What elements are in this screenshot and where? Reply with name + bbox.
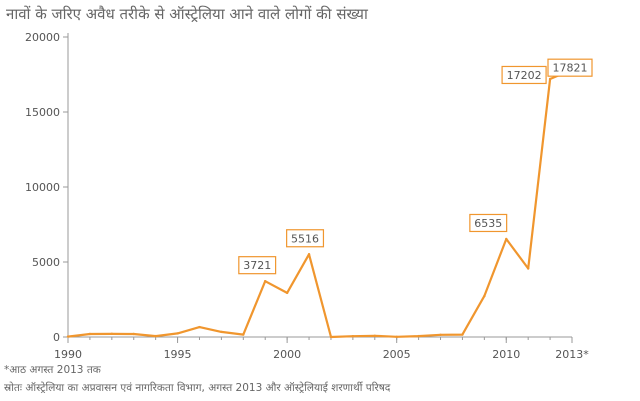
data-point bbox=[417, 334, 420, 338]
data-point bbox=[439, 333, 442, 336]
data-point bbox=[548, 77, 552, 81]
data-point bbox=[66, 335, 70, 338]
data-label-box: 3721 bbox=[238, 256, 277, 275]
data-point bbox=[110, 332, 114, 336]
data-label-box: 17202 bbox=[501, 65, 547, 85]
data-point bbox=[285, 291, 289, 295]
data-label-box: 5516 bbox=[286, 229, 325, 248]
chart-title: नावों के जरिए अवैध तरीके से ऑस्ट्रेलिया … bbox=[6, 5, 368, 23]
series-group bbox=[66, 68, 574, 339]
x-tick-label: 1990 bbox=[54, 348, 82, 361]
data-point bbox=[307, 253, 311, 256]
x-tick-label: 2005 bbox=[383, 348, 411, 361]
data-point bbox=[505, 237, 508, 241]
data-label-frame bbox=[547, 58, 593, 77]
data-point bbox=[461, 333, 464, 336]
x-tick-label: 2013* bbox=[555, 348, 589, 361]
y-tick-label: 0 bbox=[53, 331, 60, 344]
y-tick-label: 20000 bbox=[25, 31, 60, 44]
data-label-box: 6535 bbox=[469, 213, 508, 233]
data-label: 17821 bbox=[553, 62, 588, 75]
data-label: 17202 bbox=[507, 69, 542, 82]
data-point bbox=[526, 267, 530, 270]
data-point bbox=[264, 279, 267, 283]
data-label-frame bbox=[286, 229, 325, 248]
data-point bbox=[242, 333, 245, 336]
data-point bbox=[132, 332, 135, 336]
data-label: 6535 bbox=[474, 217, 502, 230]
data-point bbox=[373, 334, 376, 337]
data-label-frame bbox=[501, 65, 547, 85]
series-line bbox=[67, 68, 573, 339]
data-point bbox=[395, 335, 398, 339]
data-point bbox=[154, 334, 157, 338]
source-note: स्रोतः ऑस्ट्रेलिया का अप्रवासन एवं नागरि… bbox=[4, 382, 391, 394]
data-label-frame bbox=[469, 213, 508, 233]
data-label: 5516 bbox=[291, 232, 319, 245]
data-label-frame bbox=[238, 256, 277, 275]
x-tick-label: 2010 bbox=[492, 348, 520, 361]
x-axis-group: 1990 1995 2000 2005 2010 2013* bbox=[54, 336, 589, 361]
data-point bbox=[88, 332, 92, 336]
footnote: *आठ अगस्त 2013 तक bbox=[4, 364, 101, 376]
data-point bbox=[220, 330, 223, 334]
x-tick-label: 2000 bbox=[273, 348, 301, 361]
y-tick-label: 5000 bbox=[32, 256, 60, 269]
y-axis-group: 0 5000 10000 15000 20000 bbox=[25, 31, 69, 344]
x-tick-label: 1995 bbox=[164, 348, 192, 361]
data-point bbox=[483, 294, 486, 298]
y-tick-label: 15000 bbox=[25, 106, 60, 119]
y-tick-label: 10000 bbox=[25, 181, 60, 194]
data-point bbox=[351, 335, 355, 338]
data-point bbox=[176, 332, 179, 335]
data-point bbox=[329, 335, 333, 339]
data-label-box: 17821 bbox=[547, 58, 593, 77]
data-point bbox=[198, 325, 201, 329]
annotation-group: 3721 5516 6535 17202 17821 bbox=[238, 58, 593, 275]
data-label: 3721 bbox=[243, 259, 271, 272]
